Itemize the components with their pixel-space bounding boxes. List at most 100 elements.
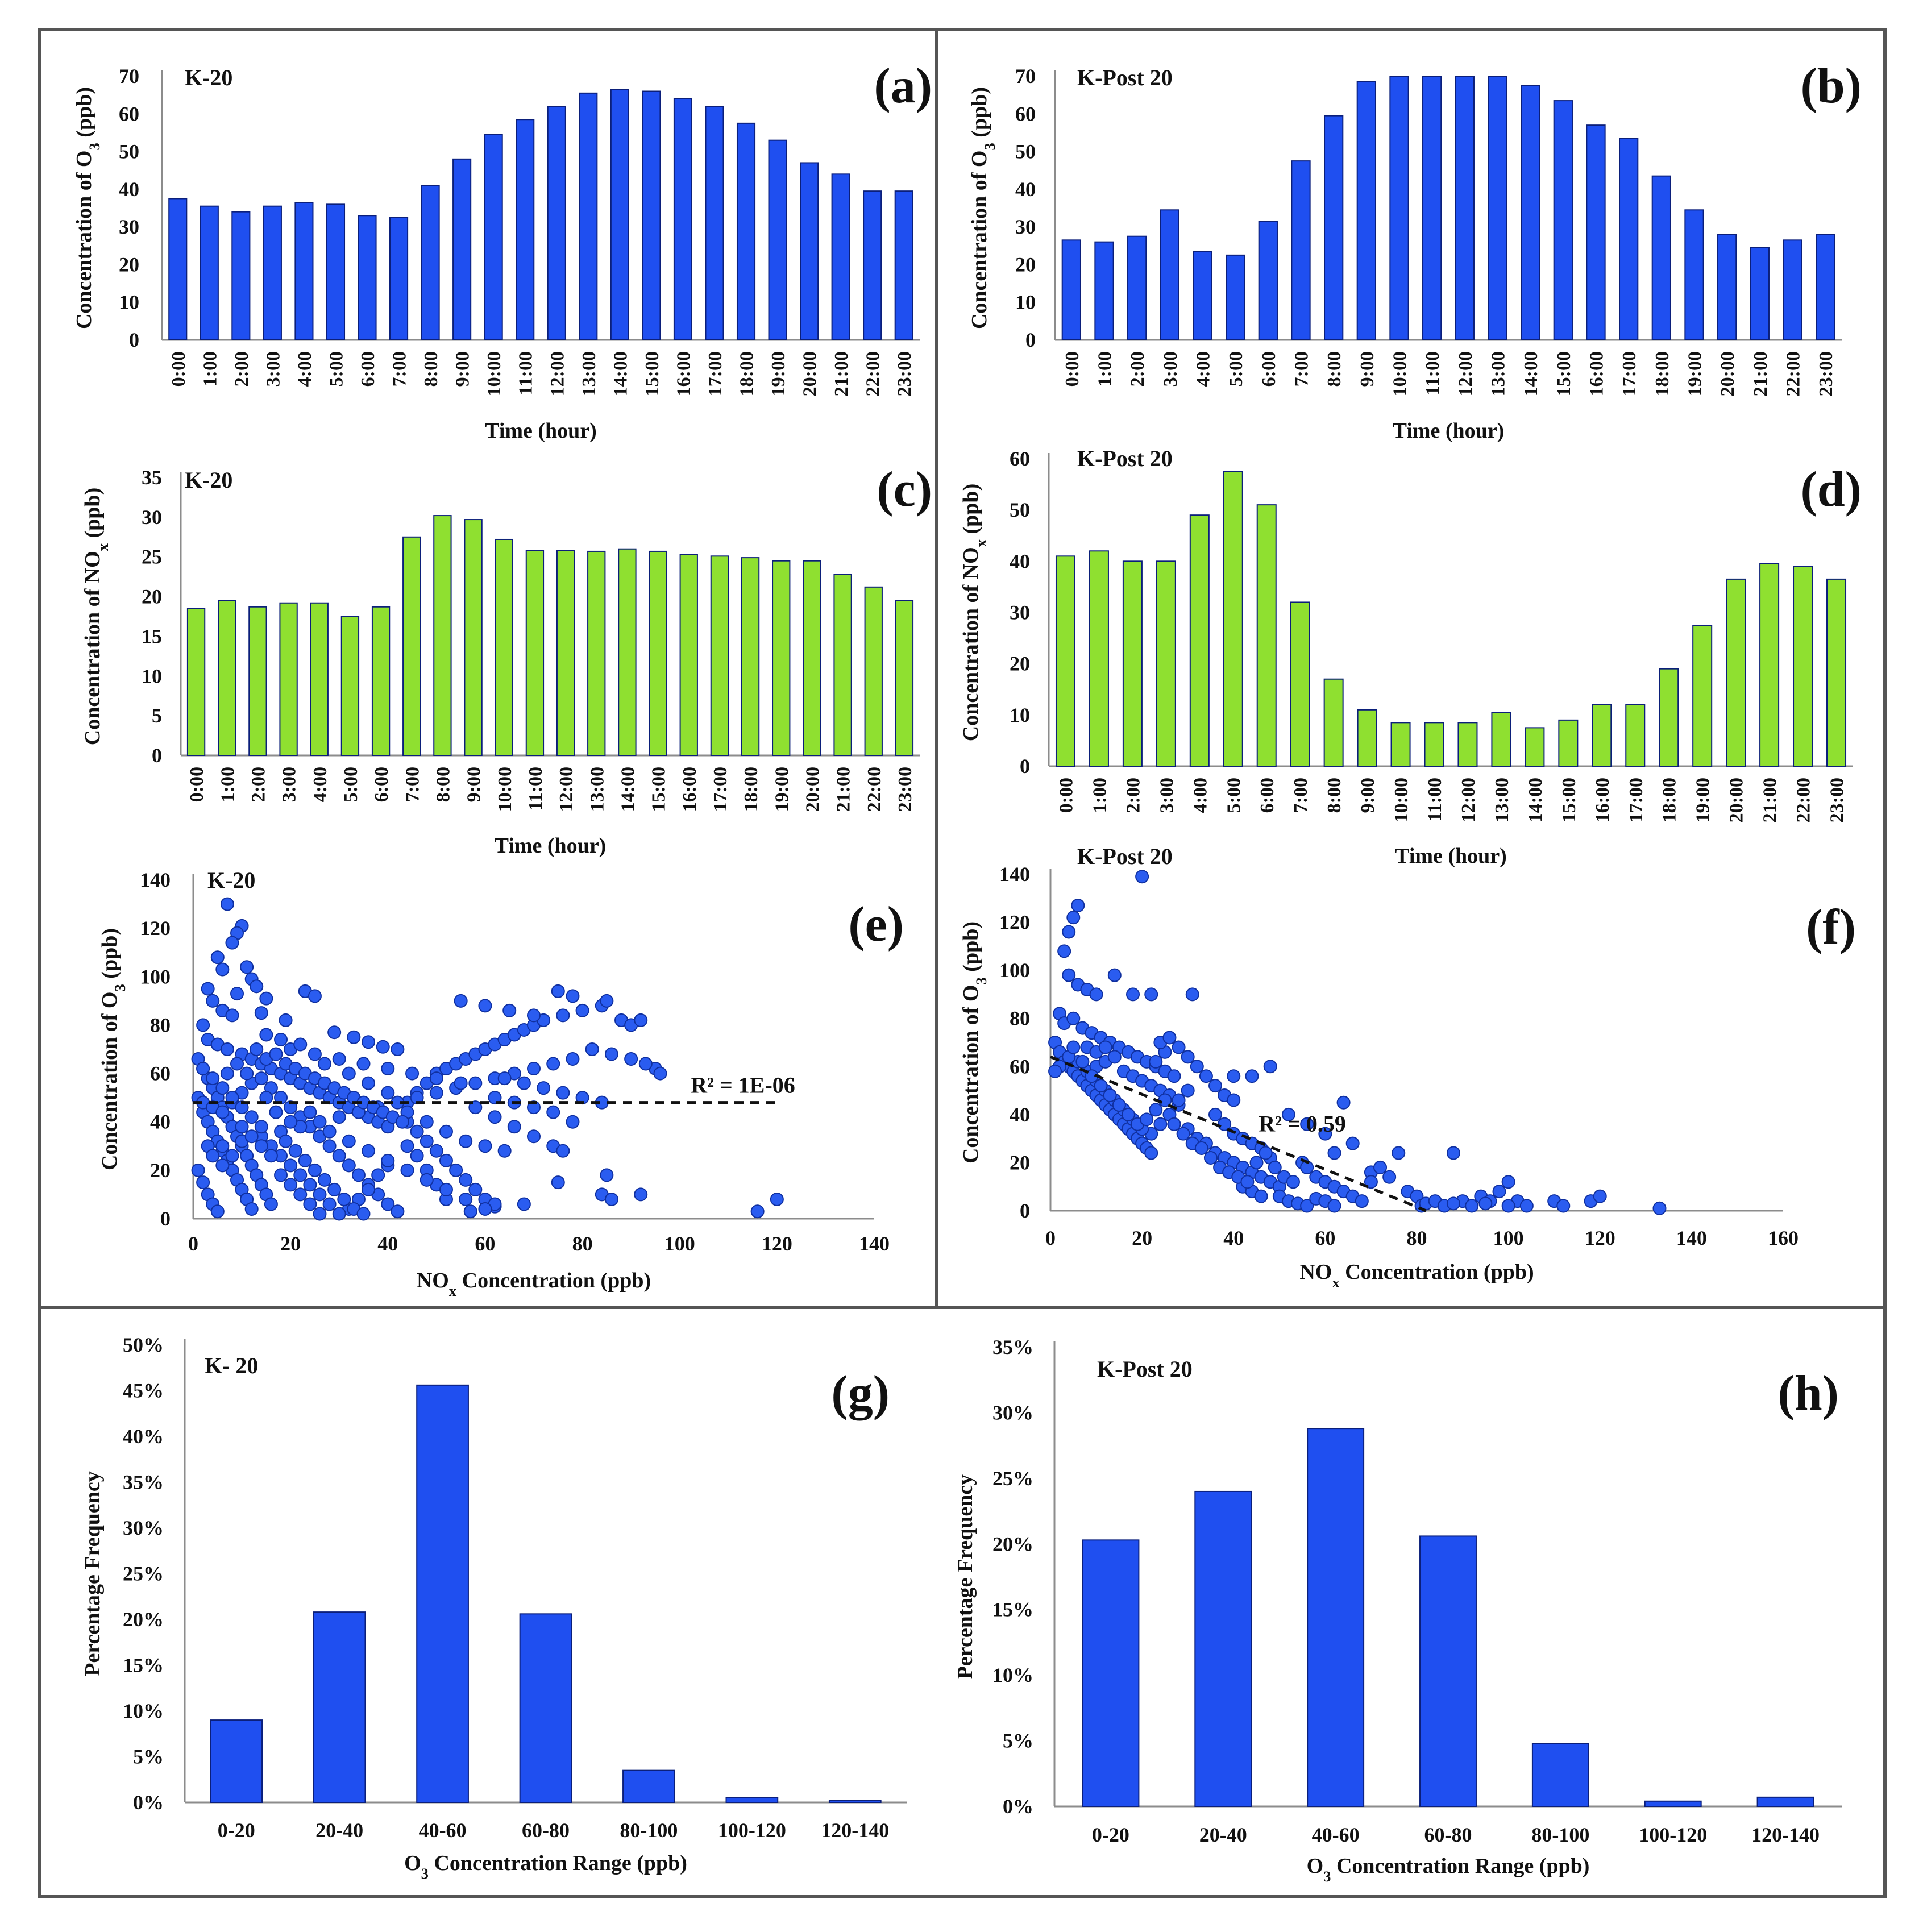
panel-b-o3-kpost20: 0 10 20 30 40 50 60 70 K-Post 20 (b) Time (hour) Co… [967, 59, 1862, 443]
scatter-point [244, 1202, 259, 1216]
x-tick-label: 11:00 [525, 767, 546, 811]
scatter-point [604, 1192, 618, 1206]
scatter-point [235, 1120, 249, 1134]
y-tick-label: 10 [119, 291, 139, 314]
x-tick-label: 16:00 [1592, 778, 1613, 822]
x-tick-label: 13:00 [1492, 778, 1513, 822]
panel-letter: (b) [1800, 59, 1862, 114]
bar [1223, 471, 1243, 767]
scatter-point [1167, 1117, 1181, 1131]
x-tick-label: 6:00 [371, 767, 392, 802]
scatter-point [259, 991, 273, 1006]
x-tick-label: 22:00 [1783, 351, 1804, 396]
bar [421, 185, 440, 340]
y-tick-label: 20% [992, 1532, 1033, 1555]
x-tick-label: 7:00 [1291, 351, 1313, 387]
scatter-point [1593, 1189, 1607, 1203]
scatter-point [400, 1139, 414, 1153]
scatter-point [478, 999, 492, 1013]
x-tick-label: 23:00 [894, 351, 915, 396]
scatter-point [376, 1040, 390, 1054]
y-axis-label: Concentration of O3 (ppb) [98, 928, 128, 1170]
panel-h-frequency-kpost20: 0% 5% 10% 15% 20% 25% 30% 35% K-Post 20 (h) O3 Con… [953, 1336, 1842, 1885]
x-tick-label: 80 [572, 1232, 593, 1255]
bar [1156, 560, 1176, 767]
scatter-point [1203, 1150, 1218, 1165]
scatter-point [420, 1134, 434, 1148]
bar [1160, 209, 1179, 341]
bar [1089, 550, 1109, 767]
scatter-point [1208, 1107, 1223, 1121]
scatter-point [259, 1028, 273, 1042]
x-tick-label: 3:00 [1156, 778, 1177, 813]
x-tick-label: 2:00 [231, 351, 252, 387]
scatter-point [225, 1008, 239, 1023]
x-tick-label: 10:00 [495, 767, 516, 812]
scatter-point [1652, 1201, 1667, 1215]
scatter-point [308, 989, 322, 1003]
panel-letter: (c) [877, 462, 932, 517]
bar [1684, 209, 1704, 341]
x-tick-label: 10:00 [1391, 778, 1412, 822]
scatter-point [527, 1008, 541, 1023]
scatter-point [220, 1066, 234, 1081]
x-tick-label: 7:00 [402, 767, 423, 802]
x-tick-label: 60 [1315, 1227, 1335, 1249]
x-tick-label: 5:00 [1226, 351, 1247, 387]
scatter-point [468, 1182, 483, 1196]
x-tick-label: 16:00 [673, 351, 694, 396]
scatter-point [429, 1144, 443, 1158]
y-tick-label: 5% [1003, 1730, 1033, 1752]
scatter-point [206, 994, 220, 1008]
bar [389, 217, 409, 341]
x-tick-label: 22:00 [1793, 778, 1814, 822]
x-tick-label: 120-140 [821, 1819, 889, 1842]
scatter-point [750, 1204, 765, 1219]
scatter-point [215, 1081, 230, 1095]
panel-tag: K-20 [207, 867, 255, 893]
y-tick-label: 20 [142, 585, 162, 608]
scatter-point [1144, 1146, 1158, 1160]
x-tick-label: 12:00 [547, 351, 568, 396]
scatter-point [1140, 1112, 1154, 1127]
panel-tag: K-20 [185, 467, 232, 493]
bar [186, 608, 206, 756]
bar [519, 1613, 572, 1804]
scatter-point [362, 1144, 376, 1158]
scatter-point [459, 1173, 473, 1187]
scatter-point [1240, 1175, 1255, 1189]
scatter-point [566, 989, 580, 1003]
x-tick-label: 22:00 [864, 767, 885, 812]
scatter-point [196, 1062, 210, 1076]
y-tick-label: 10 [142, 664, 162, 687]
scatter-point [1181, 1050, 1195, 1064]
scatter-point [463, 1204, 477, 1219]
bar [464, 519, 483, 756]
bar [1189, 514, 1210, 767]
scatter-point [1492, 1185, 1506, 1199]
y-tick-label: 20 [1010, 1151, 1030, 1174]
scatter-point [400, 1163, 414, 1177]
y-axis-label: Concentration of NOx (ppb) [959, 484, 990, 741]
x-tick-label: 13:00 [579, 351, 600, 396]
x-tick-label: 4:00 [310, 767, 331, 802]
y-tick-label: 0% [1003, 1795, 1033, 1818]
scatter-point [191, 1163, 205, 1177]
scatter-point [1245, 1069, 1259, 1083]
y-axis-label: Percentage Frequency [953, 1474, 977, 1680]
scatter-point [322, 1197, 337, 1211]
scatter-point [381, 1197, 395, 1211]
bar [231, 211, 251, 340]
bar [1055, 555, 1075, 767]
bar [358, 215, 377, 340]
y-tick-label: 120 [999, 911, 1030, 934]
scatter-point [1249, 1156, 1264, 1170]
bar [1422, 76, 1442, 340]
scatter-point [1268, 1160, 1282, 1174]
scatter-point [1153, 1117, 1168, 1131]
scatter-point [1318, 1127, 1332, 1141]
x-tick-label: 40-60 [419, 1819, 467, 1842]
y-tick-label: 0% [133, 1791, 164, 1814]
bar [1644, 1800, 1702, 1807]
y-tick-label: 140 [140, 869, 171, 891]
